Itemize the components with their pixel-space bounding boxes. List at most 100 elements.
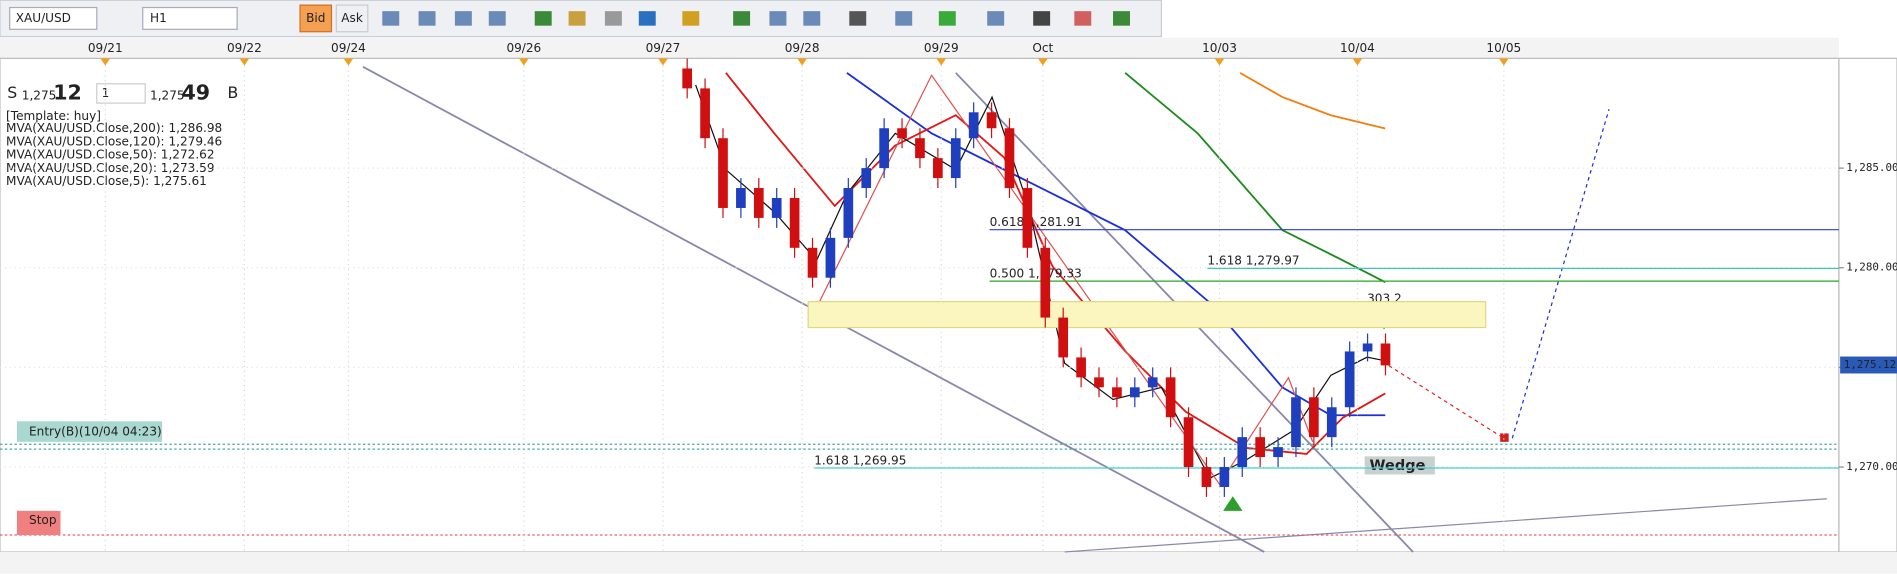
entry-box[interactable] xyxy=(16,421,163,442)
current-price-label: 1,275.12 xyxy=(1844,358,1896,371)
pattern-box xyxy=(1364,456,1435,475)
level-label: 1.618 1,279.97 xyxy=(1207,254,1299,268)
y-tick-label: 1,280.00 xyxy=(1846,261,1897,274)
sell-small: 12 xyxy=(53,80,82,104)
bid: Bid xyxy=(306,11,325,25)
bid-button[interactable] xyxy=(299,4,333,33)
candle-body xyxy=(1273,447,1283,458)
ask-button[interactable] xyxy=(335,4,369,33)
candle-body xyxy=(1362,343,1373,352)
candle-body xyxy=(986,112,997,129)
pattern-label: Wedge xyxy=(1370,458,1426,474)
current-price-box xyxy=(1840,356,1897,374)
candle-body xyxy=(1040,247,1051,318)
symbol-select[interactable] xyxy=(9,6,98,30)
indicator-label: MVA(XAU/USD.Close,200): 1,286.98 xyxy=(6,121,222,135)
candle-body xyxy=(1058,317,1069,358)
date-label: 09/27 xyxy=(646,41,681,55)
symbol: XAU/USD xyxy=(16,11,71,25)
date-label: 09/24 xyxy=(331,41,366,55)
candle-body xyxy=(1219,467,1230,487)
candle-body xyxy=(1165,377,1176,418)
candle-body xyxy=(789,197,800,248)
time-strip xyxy=(0,551,1897,574)
candle-body xyxy=(753,188,764,218)
date-marker xyxy=(1352,58,1363,66)
buy-big: 1,275 xyxy=(150,88,185,102)
candle-body xyxy=(968,112,979,139)
candle-body xyxy=(1112,387,1122,398)
template: [Template: huy] xyxy=(6,109,101,123)
date-label: 09/29 xyxy=(924,41,959,55)
candle-body xyxy=(1309,397,1319,438)
candle-body xyxy=(861,168,872,189)
timeframe: H1 xyxy=(150,11,167,25)
date-marker xyxy=(1038,58,1048,66)
candle-body xyxy=(718,138,728,208)
date-marker xyxy=(1214,58,1225,66)
candle-body xyxy=(933,158,943,179)
amount-input[interactable] xyxy=(96,83,146,104)
date-marker xyxy=(519,58,529,66)
candle-body xyxy=(1022,188,1033,248)
date-marker xyxy=(797,58,807,66)
candle-body xyxy=(682,68,693,89)
candle-body xyxy=(700,88,710,139)
candle-body xyxy=(1129,387,1140,398)
buy-small: 49 xyxy=(181,80,210,104)
date-label: 09/21 xyxy=(88,41,123,55)
price-axis xyxy=(1838,57,1897,553)
entry-label: Entry(B)(10/04 04:23) xyxy=(29,425,162,439)
date-label: 10/03 xyxy=(1202,41,1237,55)
candle-body xyxy=(1004,128,1015,189)
date-marker xyxy=(239,58,250,66)
candle-body xyxy=(1291,397,1301,448)
stop-label: Stop xyxy=(29,513,56,527)
candle-body xyxy=(897,128,907,139)
candle-body xyxy=(1380,343,1391,366)
stop-box[interactable] xyxy=(16,510,61,536)
date-marker xyxy=(1498,58,1509,66)
date-marker xyxy=(936,58,947,66)
candle-body xyxy=(1344,351,1355,408)
level-label: 0.500 1,279.33 xyxy=(990,266,1082,280)
date-marker xyxy=(343,58,354,66)
date-label: 09/22 xyxy=(227,41,262,55)
date-label: 09/26 xyxy=(506,41,541,55)
candle-body xyxy=(1326,407,1337,438)
candle-body xyxy=(1183,417,1194,468)
candle-body xyxy=(1147,377,1158,388)
indicator-label: MVA(XAU/USD.Close,50): 1,272.62 xyxy=(6,148,215,162)
candle-body xyxy=(825,237,836,278)
timeframe-select[interactable] xyxy=(142,6,238,30)
candle-body xyxy=(1094,377,1104,388)
candle-body xyxy=(807,247,818,278)
date-marker xyxy=(100,58,111,66)
level-label: 1.618 1,269.95 xyxy=(814,453,906,467)
candle-body xyxy=(736,188,746,208)
indicator-label: MVA(XAU/USD.Close,120): 1,279.46 xyxy=(6,134,222,148)
date-marker xyxy=(658,58,668,66)
date-label: Oct xyxy=(1032,41,1053,55)
date-label: 10/05 xyxy=(1486,41,1521,55)
candle-body xyxy=(1255,437,1265,458)
drawings xyxy=(0,66,1839,553)
tool-icons xyxy=(382,11,1130,26)
candle-body xyxy=(1076,357,1086,378)
date-label: 09/28 xyxy=(785,41,820,55)
ask: Ask xyxy=(341,11,363,25)
indicator-label: MVA(XAU/USD.Close,20): 1,273.59 xyxy=(6,161,215,175)
candle-body xyxy=(950,138,961,179)
sell-big: 1,275 xyxy=(22,88,57,102)
sell-label: S xyxy=(7,83,17,102)
amount: 1 xyxy=(102,86,110,100)
date-label: 10/04 xyxy=(1340,41,1375,55)
candle-body xyxy=(1201,467,1212,487)
level-label: 0.618 1,281.91 xyxy=(990,215,1082,229)
y-tick-label: 1,285.00 xyxy=(1846,161,1897,174)
zone xyxy=(807,301,1487,329)
buy-label: B xyxy=(227,83,238,102)
date-strip xyxy=(0,37,1839,59)
